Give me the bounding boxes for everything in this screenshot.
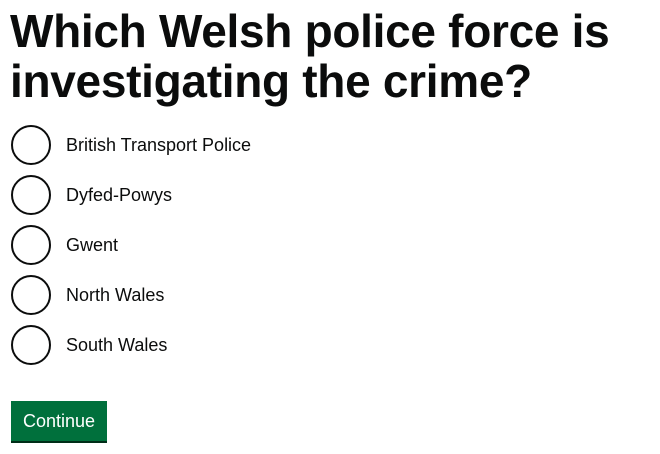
- continue-button[interactable]: Continue: [11, 401, 108, 441]
- radio-button[interactable]: [11, 225, 51, 265]
- radio-button[interactable]: [11, 325, 51, 365]
- police-force-radio-group: British Transport Police Dyfed-Powys Gwe…: [11, 125, 631, 375]
- radio-option-british-transport-police[interactable]: British Transport Police: [11, 125, 631, 165]
- radio-button[interactable]: [11, 175, 51, 215]
- radio-label[interactable]: South Wales: [66, 335, 168, 355]
- radio-option-dyfed-powys[interactable]: Dyfed-Powys: [11, 175, 631, 215]
- radio-label[interactable]: Gwent: [66, 235, 119, 255]
- radio-option-north-wales[interactable]: North Wales: [11, 275, 631, 315]
- radio-label[interactable]: North Wales: [66, 285, 165, 305]
- question-heading: Which Welsh police force is investigatin…: [10, 5, 610, 107]
- radio-button[interactable]: [11, 275, 51, 315]
- radio-button[interactable]: [11, 125, 51, 165]
- radio-option-south-wales[interactable]: South Wales: [11, 325, 631, 365]
- radio-option-gwent[interactable]: Gwent: [11, 225, 631, 265]
- radio-label[interactable]: British Transport Police: [66, 135, 252, 155]
- radio-label[interactable]: Dyfed-Powys: [66, 185, 173, 205]
